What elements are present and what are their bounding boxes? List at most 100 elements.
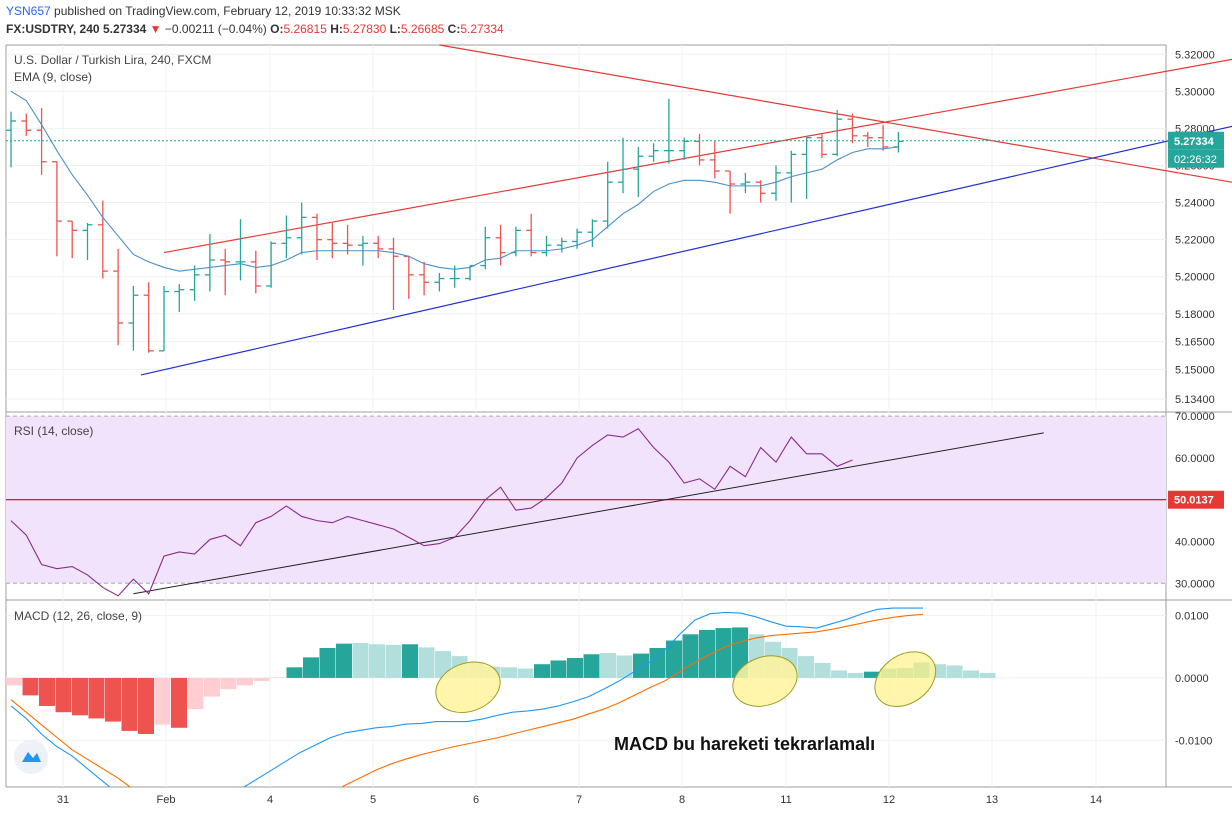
macd-histogram-bar — [286, 667, 303, 678]
macd-histogram-bar — [154, 677, 171, 725]
price-pane-title: U.S. Dollar / Turkish Lira, 240, FXCM — [14, 53, 211, 67]
macd-histogram-bar — [682, 634, 699, 678]
macd-histogram-bar — [55, 677, 72, 713]
rsi-tick-label: 60.0000 — [1175, 453, 1215, 465]
price-tick-label: 5.22000 — [1175, 235, 1215, 247]
low-label: L: — [389, 22, 401, 36]
macd-histogram-bar — [270, 677, 286, 678]
macd-histogram-bar — [715, 628, 732, 678]
trendline — [439, 44, 1232, 183]
last-price-badge-text: 5.27334 — [1174, 136, 1215, 148]
price-tick-label: 5.20000 — [1175, 272, 1215, 284]
macd-histogram-bar — [418, 647, 435, 678]
macd-tick-label: 0.0000 — [1175, 673, 1209, 685]
macd-histogram-bar — [501, 667, 517, 678]
rsi-tick-label: 40.0000 — [1175, 537, 1215, 549]
rsi-title: RSI (14, close) — [14, 424, 93, 438]
macd-title: MACD (12, 26, close, 9) — [14, 609, 142, 623]
open-label: O: — [270, 22, 284, 36]
highlight-ellipse — [435, 661, 501, 713]
macd-histogram-bar — [600, 652, 616, 678]
macd-histogram-bar — [666, 640, 682, 678]
macd-histogram-bar — [633, 653, 649, 678]
macd-histogram-bar — [946, 665, 963, 678]
macd-histogram-bar — [121, 677, 138, 731]
x-tick-label: 12 — [883, 794, 895, 806]
countdown-badge — [1168, 149, 1224, 168]
rsi-tick-label: 70.0000 — [1175, 411, 1215, 423]
tradingview-logo-icon — [22, 752, 41, 762]
price-tick-label: 5.30000 — [1175, 86, 1215, 98]
macd-histogram-bar — [534, 664, 550, 678]
macd-histogram-bar — [39, 677, 55, 706]
close-value: 5.27334 — [460, 22, 504, 36]
macd-histogram-bar — [6, 677, 22, 686]
rsi-tick-label: 30.0000 — [1175, 578, 1215, 590]
macd-histogram-bar — [303, 657, 319, 678]
macd-histogram-bar — [88, 677, 105, 719]
trendline — [163, 58, 1232, 254]
price-tick-label: 5.32000 — [1175, 49, 1215, 61]
macd-histogram-bar — [105, 677, 121, 722]
last-price-badge — [1168, 131, 1224, 150]
x-tick-label: Feb — [157, 794, 176, 806]
macd-histogram-bar — [72, 677, 88, 716]
low-value: 5.26685 — [400, 22, 445, 36]
macd-histogram-bar — [649, 647, 666, 678]
macd-histogram-bar — [831, 670, 847, 678]
macd-histogram-bar — [567, 657, 583, 678]
highlight-ellipse — [732, 655, 798, 707]
rsi-trendline — [133, 432, 1044, 595]
x-tick-label: 13 — [986, 794, 998, 806]
macd-histogram-bar — [550, 660, 567, 678]
x-tick-label: 5 — [370, 794, 376, 806]
last-price: 5.27334 — [102, 22, 147, 36]
trendline — [140, 125, 1232, 376]
price-tick-label: 5.24000 — [1175, 198, 1215, 210]
publish-text: published on TradingView.com, February 1… — [54, 4, 401, 18]
x-tick-label: 4 — [267, 794, 273, 806]
macd-histogram-bar — [864, 671, 880, 678]
macd-histogram-bar — [319, 647, 336, 678]
ema-line — [10, 90, 899, 272]
macd-histogram-bar — [699, 629, 715, 678]
author-link[interactable]: YSN657 — [6, 4, 51, 18]
macd-histogram-bar — [237, 677, 253, 686]
macd-histogram-bar — [385, 644, 402, 678]
x-tick-label: 31 — [57, 794, 69, 806]
close-label: C: — [447, 22, 461, 36]
symbol-label: FX:USDTRY, 240 — [6, 22, 100, 36]
macd-histogram-bar — [616, 655, 633, 678]
down-arrow-icon: ▼ — [149, 22, 162, 36]
macd-histogram-bar — [814, 662, 831, 678]
price-change: −0.00211 (−0.04%) — [164, 22, 267, 36]
macd-histogram-bar — [435, 651, 451, 678]
macd-annotation: MACD bu hareketi tekrarlamalı — [614, 734, 875, 754]
open-value: 5.26815 — [283, 22, 327, 36]
macd-histogram-bar — [847, 672, 864, 678]
high-label: H: — [330, 22, 343, 36]
macd-histogram-bar — [204, 677, 220, 697]
macd-histogram-bar — [963, 670, 979, 678]
macd-histogram-bar — [336, 643, 352, 678]
macd-histogram-bar — [583, 654, 600, 678]
macd-histogram-bar — [352, 643, 369, 678]
price-tick-label: 5.15000 — [1175, 364, 1215, 376]
highlight-ellipse — [874, 651, 937, 707]
publish-info: YSN657 published on TradingView.com, Feb… — [6, 4, 401, 18]
x-tick-label: 8 — [679, 794, 685, 806]
symbol-info: FX:USDTRY, 240 5.27334 ▼ −0.00211 (−0.04… — [6, 22, 504, 36]
rsi-value-badge — [1168, 490, 1224, 509]
macd-histogram-bar — [138, 677, 154, 735]
rsi-value-badge-text: 50.0137 — [1174, 495, 1214, 507]
rsi-line — [10, 428, 853, 597]
price-tick-label: 5.13400 — [1175, 394, 1215, 406]
macd-tick-label: -0.0100 — [1175, 735, 1212, 747]
macd-histogram-bar — [171, 677, 187, 728]
countdown-badge-text: 02:26:32 — [1174, 154, 1217, 166]
macd-tick-label: 0.0100 — [1175, 611, 1209, 623]
x-tick-label: 14 — [1090, 794, 1102, 806]
macd-histogram-bar — [253, 677, 270, 682]
macd-histogram-bar — [220, 677, 237, 690]
